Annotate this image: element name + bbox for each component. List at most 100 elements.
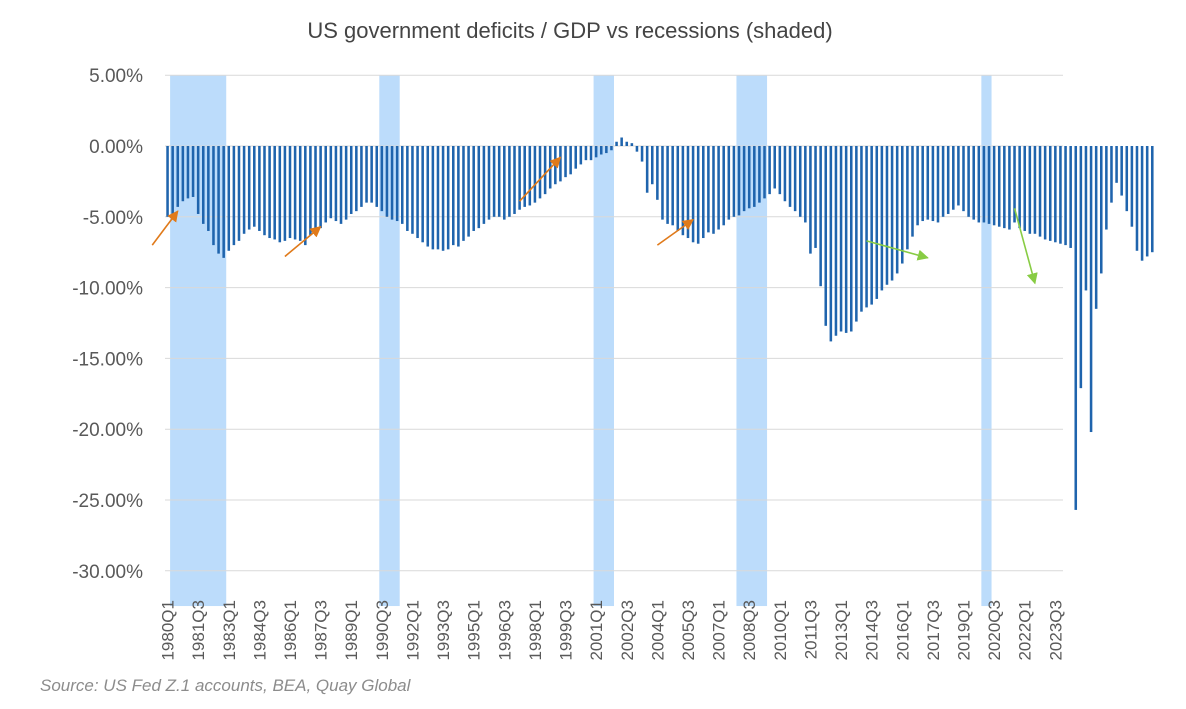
y-tick-label: 0.00% — [89, 137, 143, 158]
bar — [997, 146, 1001, 227]
bar — [1043, 146, 1047, 240]
y-tick-label: -15.00% — [72, 349, 143, 370]
bar — [518, 146, 521, 210]
bar — [1130, 146, 1134, 227]
bar — [992, 146, 996, 226]
bar — [324, 146, 327, 223]
bar — [753, 146, 756, 207]
bar — [931, 146, 935, 222]
bar — [191, 146, 195, 197]
bar — [758, 146, 761, 203]
bar — [1013, 146, 1016, 223]
bar — [829, 146, 833, 342]
bar — [1038, 146, 1042, 237]
bar — [166, 146, 169, 217]
bar — [538, 146, 542, 199]
recession-band-5 — [981, 75, 992, 607]
bar — [936, 146, 940, 223]
bar — [885, 146, 889, 285]
x-tick-label: 1995Q1 — [465, 600, 484, 661]
bar — [579, 146, 583, 165]
bar — [901, 146, 904, 264]
x-tick-label: 2005Q3 — [679, 600, 698, 661]
bar — [477, 146, 481, 229]
bar — [783, 146, 787, 202]
bar — [452, 146, 455, 246]
bar — [814, 146, 817, 248]
bar — [967, 146, 970, 217]
bar — [446, 146, 450, 250]
bar — [788, 146, 792, 207]
x-tick-label: 2014Q3 — [863, 600, 882, 661]
bar — [895, 146, 899, 274]
x-tick-label: 2023Q3 — [1046, 600, 1065, 661]
bar — [681, 146, 685, 236]
bar — [1135, 146, 1139, 251]
bar — [594, 146, 598, 158]
chart-title: US government deficits / GDP vs recessio… — [307, 18, 832, 43]
bar — [319, 146, 322, 229]
bar — [650, 146, 654, 185]
bar — [656, 146, 659, 200]
bar — [278, 146, 282, 243]
annotation-arrow-3 — [519, 156, 562, 202]
bar — [911, 146, 914, 237]
bar — [370, 146, 373, 203]
bar — [339, 146, 343, 224]
bar — [508, 146, 511, 217]
bar — [605, 146, 608, 154]
bar — [355, 146, 358, 212]
bar — [946, 146, 950, 214]
bar — [727, 146, 731, 220]
bar — [952, 146, 955, 210]
x-tick-label: 2017Q3 — [924, 600, 943, 661]
bar — [880, 146, 884, 291]
bar — [640, 146, 644, 162]
bar — [824, 146, 828, 326]
bar — [263, 146, 266, 236]
bar — [497, 146, 501, 217]
bar — [426, 146, 430, 247]
bar — [314, 146, 317, 231]
annotation-arrow-6 — [1013, 208, 1038, 285]
bar — [472, 146, 475, 231]
y-tick-label: -10.00% — [72, 279, 143, 300]
x-tick-label: 1981Q3 — [189, 600, 208, 661]
bar — [722, 146, 725, 226]
x-tick-label: 1999Q3 — [557, 600, 576, 661]
bar — [773, 146, 776, 189]
bar — [1125, 146, 1129, 212]
y-tick-label: -5.00% — [83, 208, 143, 229]
bar — [671, 146, 674, 226]
bar — [207, 146, 210, 231]
bar — [1105, 146, 1108, 230]
bar — [615, 141, 618, 146]
bar — [987, 146, 991, 224]
bar — [707, 146, 710, 233]
bar — [273, 146, 276, 240]
bars-layer — [166, 137, 1154, 510]
bar — [712, 146, 715, 234]
x-tick-label: 2010Q1 — [771, 600, 790, 661]
annotation-arrow-1 — [151, 210, 179, 246]
bar — [875, 146, 879, 299]
bar — [293, 146, 297, 240]
bar — [462, 146, 465, 241]
bar — [870, 146, 873, 305]
bar — [957, 146, 960, 206]
bar — [304, 146, 307, 246]
bar — [906, 146, 909, 250]
bar — [834, 146, 838, 336]
bar — [513, 146, 516, 214]
bar — [1033, 146, 1037, 234]
bar — [288, 146, 292, 239]
bar — [1023, 146, 1027, 231]
bar — [569, 146, 572, 175]
x-tick-label: 1990Q3 — [373, 600, 392, 661]
bar — [855, 146, 858, 322]
x-tick-label: 1980Q1 — [159, 600, 178, 661]
bar — [691, 146, 695, 243]
bar — [732, 146, 736, 217]
bar — [1074, 146, 1078, 510]
